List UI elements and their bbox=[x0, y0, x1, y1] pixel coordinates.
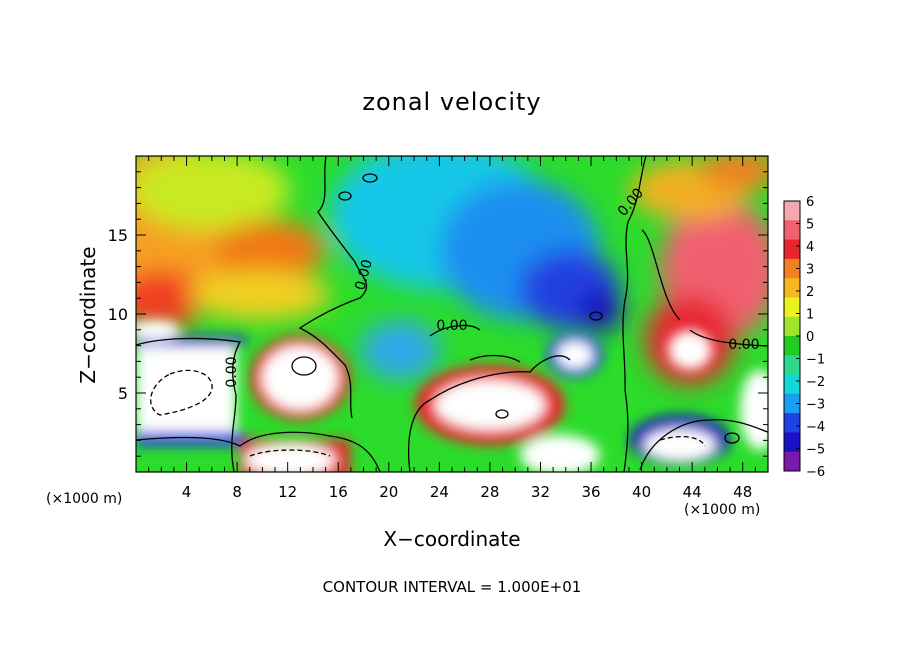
contour-label: 0.00 bbox=[224, 356, 240, 387]
x-tick-label: 16 bbox=[329, 483, 348, 501]
x-tick-label: 12 bbox=[278, 483, 297, 501]
y-tick-label: 10 bbox=[108, 305, 128, 324]
colorbar-segment bbox=[784, 258, 800, 279]
y-axis-label: Z−coordinate bbox=[76, 246, 100, 384]
colorbar-tick-label: 2 bbox=[806, 285, 814, 300]
colorbar-segment bbox=[784, 336, 800, 356]
x-axis-label: X−coordinate bbox=[383, 527, 521, 551]
colorbar-tick-label: −3 bbox=[806, 398, 825, 413]
y-axis-ticks: 5 10 15 bbox=[108, 171, 768, 457]
chart-title: zonal velocity bbox=[362, 88, 542, 116]
colorbar-tick-label: −6 bbox=[806, 465, 825, 480]
colorbar-segment bbox=[784, 201, 800, 221]
x-tick-label: 44 bbox=[683, 483, 702, 501]
colorbar-tick-label: −1 bbox=[806, 353, 825, 368]
colorbar-tick-label: 1 bbox=[806, 308, 814, 323]
colorbar-segment bbox=[784, 393, 800, 414]
colorbar-segment bbox=[784, 220, 800, 241]
colorbar-segment bbox=[784, 239, 800, 260]
colorbar-tick-label: −4 bbox=[806, 420, 825, 435]
colorbar-segment bbox=[784, 316, 800, 337]
x-tick-label: 28 bbox=[480, 483, 499, 501]
contour-interval-note: CONTOUR INTERVAL = 1.000E+01 bbox=[322, 578, 582, 596]
colorbar-segment bbox=[784, 355, 800, 376]
colorbar-tick-label: 4 bbox=[806, 240, 814, 255]
y-tick-label: 15 bbox=[108, 226, 128, 245]
contour-label: 0.00 bbox=[352, 258, 376, 292]
colorbar-tick-label: 5 bbox=[806, 218, 814, 233]
x-tick-label: 4 bbox=[182, 483, 192, 501]
x-tick-label: 40 bbox=[632, 483, 651, 501]
x-tick-label: 32 bbox=[531, 483, 550, 501]
colorbar-tick-label: 6 bbox=[806, 195, 814, 210]
colorbar-segment bbox=[784, 413, 800, 433]
colorbar-tick-label: 3 bbox=[806, 263, 814, 278]
contour-label: 0.00 bbox=[728, 337, 759, 353]
colorbar-segment bbox=[784, 451, 800, 472]
x-axis-ticks: 4 8 12 16 20 24 28 32 36 40 44 48 bbox=[148, 156, 756, 501]
colorbar-segment bbox=[784, 432, 800, 453]
contour-label: 0.00 bbox=[436, 318, 467, 334]
colorbar-segment bbox=[784, 297, 800, 318]
colorbar-segment bbox=[784, 374, 800, 395]
heatmap-field bbox=[136, 156, 768, 472]
zero-contours bbox=[136, 156, 768, 472]
x-tick-label: 20 bbox=[379, 483, 398, 501]
x-unit-label-left: (×1000 m) bbox=[46, 491, 123, 507]
x-tick-label: 24 bbox=[430, 483, 449, 501]
colorbar-tick-label: −5 bbox=[806, 443, 825, 458]
colorbar-segment bbox=[784, 278, 800, 298]
x-unit-label-right: (×1000 m) bbox=[684, 502, 761, 518]
y-tick-label: 5 bbox=[118, 384, 128, 403]
colorbar-tick-label: −2 bbox=[806, 375, 825, 390]
x-tick-label: 36 bbox=[581, 483, 600, 501]
colorbar-tick-label: 0 bbox=[806, 330, 814, 345]
x-tick-label: 8 bbox=[232, 483, 242, 501]
x-tick-label: 48 bbox=[733, 483, 752, 501]
colorbar: 6 5 4 3 2 1 0 −1 −2 −3 −4 −5 −6 bbox=[783, 195, 825, 480]
